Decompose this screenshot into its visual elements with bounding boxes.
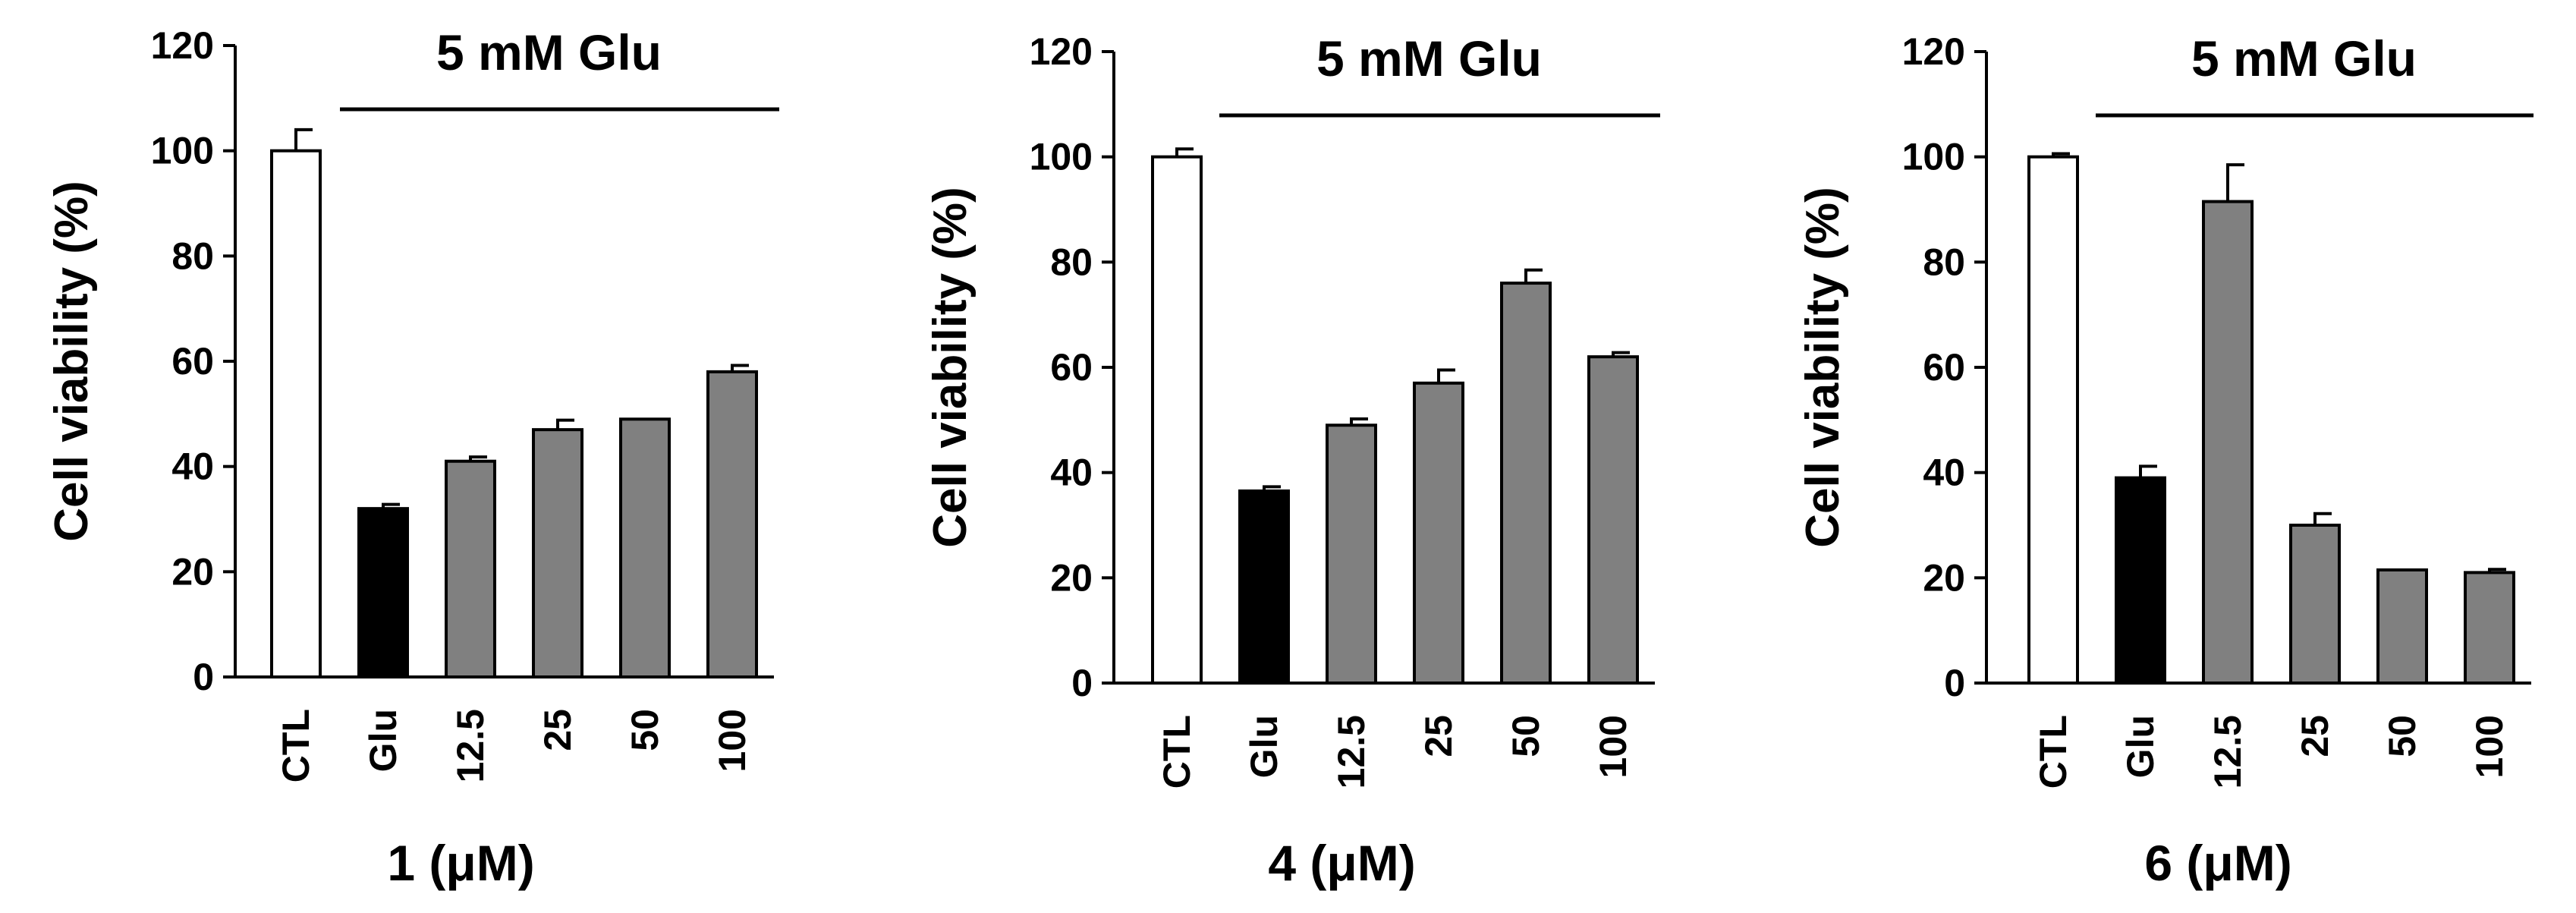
bar-12.5 <box>1326 423 1377 685</box>
x-tick-label: 12.5 <box>449 709 492 782</box>
treatment-label: 5 mM Glu <box>2191 30 2417 87</box>
x-tick-label: 100 <box>2468 715 2511 778</box>
x-tick-label: 100 <box>711 709 753 772</box>
y-tick-label: 60 <box>1923 346 1965 389</box>
x-tick-label: 50 <box>1505 715 1547 757</box>
bar-25 <box>2289 524 2341 685</box>
y-axis-title: Cell viability (%) <box>1797 187 1849 547</box>
bar-CTL <box>2027 155 2079 685</box>
bar-25 <box>1413 381 1464 685</box>
y-tick-label: 100 <box>151 130 214 172</box>
y-tick-label: 80 <box>1923 241 1965 283</box>
bar-100 <box>2464 571 2515 685</box>
y-tick-label: 120 <box>1030 30 1093 73</box>
y-tick-label: 120 <box>151 24 214 67</box>
x-tick-label: 12.5 <box>1330 715 1373 789</box>
y-tick-label: 60 <box>1050 346 1093 389</box>
y-tick-label: 0 <box>1944 662 1965 704</box>
y-axis-title: Cell viability (%) <box>924 187 977 547</box>
treatment-label: 5 mM Glu <box>436 24 662 80</box>
bar-12.5 <box>2202 200 2254 685</box>
y-tick-label: 0 <box>193 656 214 698</box>
bar-100 <box>706 370 758 678</box>
bar-Glu <box>357 507 409 679</box>
x-tick-label: 25 <box>536 709 579 751</box>
x-tick-label: 25 <box>2294 715 2336 757</box>
bar-Glu <box>2115 476 2166 685</box>
x-tick-label: 50 <box>2381 715 2423 757</box>
x-tick-label: CTL <box>1156 715 1198 789</box>
chart-panel-2: 0 20 40 60 80 100 120 Cell viability (%) 5 mM Gl… <box>924 30 1660 891</box>
bar-CTL <box>270 149 322 678</box>
y-tick-label: 80 <box>171 235 214 277</box>
x-tick-label: 25 <box>1417 715 1460 757</box>
y-tick-label: 20 <box>1923 556 1965 599</box>
treatment-label: 5 mM Glu <box>1316 30 1542 87</box>
bar-12.5 <box>445 459 496 678</box>
chart-panel-3: 0 20 40 60 80 100 120 Cell viability (%) 5 mM Gl… <box>1797 30 2534 891</box>
bar-25 <box>532 428 583 679</box>
bar-50 <box>2376 568 2428 685</box>
y-tick-label: 0 <box>1071 662 1093 704</box>
x-tick-label: 12.5 <box>2206 715 2249 789</box>
x-axis-title: 1 (μM) <box>387 835 534 891</box>
y-tick-label: 80 <box>1050 241 1093 283</box>
bar-50 <box>619 417 671 678</box>
y-tick-label: 100 <box>1030 136 1093 178</box>
bar-50 <box>1500 282 1552 685</box>
x-tick-label: CTL <box>275 709 317 782</box>
x-tick-label: CTL <box>2032 715 2074 789</box>
y-tick-label: 20 <box>1050 556 1093 599</box>
bar-100 <box>1587 355 1639 685</box>
x-axis-title: 6 (μM) <box>2144 835 2291 891</box>
x-tick-label: Glu <box>1243 715 1285 778</box>
y-tick-label: 40 <box>1050 452 1093 494</box>
x-tick-label: Glu <box>362 709 404 772</box>
y-tick-label: 120 <box>1902 30 1965 73</box>
y-tick-label: 60 <box>171 340 214 383</box>
bar-CTL <box>1151 155 1203 685</box>
x-axis-title: 4 (μM) <box>1268 835 1415 891</box>
x-tick-label: 50 <box>624 709 666 751</box>
y-tick-label: 20 <box>171 550 214 593</box>
y-tick-label: 40 <box>1923 452 1965 494</box>
chart-panel-1: 0 20 40 60 80 100 120 Cell viability (%) 5 mM Gl… <box>46 24 779 891</box>
y-tick-label: 100 <box>1902 136 1965 178</box>
y-axis-title: Cell viability (%) <box>46 181 98 541</box>
x-tick-label: 100 <box>1592 715 1634 778</box>
y-tick-label: 40 <box>171 445 214 488</box>
x-tick-label: Glu <box>2119 715 2162 778</box>
bar-Glu <box>1238 489 1290 685</box>
